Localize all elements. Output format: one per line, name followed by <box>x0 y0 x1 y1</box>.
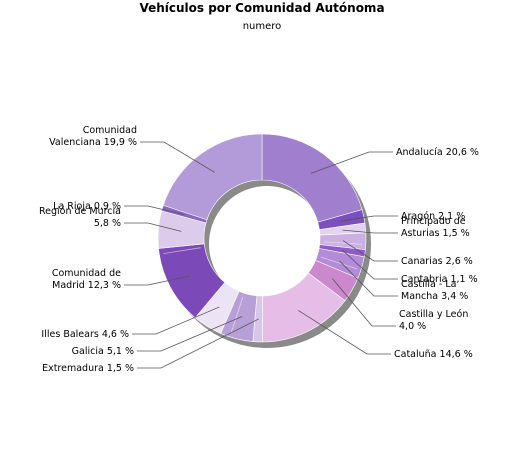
label-andalucia: Andalucía 20,6 % <box>396 147 479 158</box>
label-galicia: Galicia 5,1 % <box>72 346 134 357</box>
leader-line-comunidad-de-madrid <box>124 275 191 286</box>
slice-grid-stroke <box>323 241 362 245</box>
chart-subtitle: numero <box>243 21 282 32</box>
leader-line-andalucia <box>310 151 393 174</box>
slice-andalucia <box>261 133 363 223</box>
leader-line-galicia <box>137 316 243 352</box>
leader-line-cataluna <box>298 310 391 355</box>
leader-line-cantabria <box>341 249 398 280</box>
label-cataluna: Cataluña 14,6 % <box>394 349 473 360</box>
label-cantabria: Cantabria 1,1 % <box>401 274 478 285</box>
label-castilla-y-leon: Castilla y León 4,0 % <box>399 309 468 332</box>
leader-line-castilla-la-mancha <box>339 260 398 297</box>
leader-line-principado-de-asturias <box>342 229 398 234</box>
chart-title: Vehículos por Comunidad Autónoma <box>139 1 384 15</box>
leader-line-la-rioja <box>124 205 185 216</box>
slice-grid-stroke <box>163 247 201 255</box>
leader-lines <box>124 141 398 369</box>
leader-line-castilla-y-leon <box>331 278 396 327</box>
label-la-rioja: La Rioja 0,9 % <box>53 201 121 212</box>
donut-slices <box>157 133 367 343</box>
leader-line-extremadura <box>137 318 259 369</box>
slice-labels: Andalucía 20,6 % Aragón 2,1 %Principado d… <box>39 125 479 374</box>
label-region-de-murcia: Región de Murcia 5,8 % <box>39 206 121 229</box>
leader-line-region-de-murcia <box>124 222 182 232</box>
label-aragon: Aragón 2,1 % <box>401 211 465 222</box>
leader-line-comunidad-valenciana <box>140 141 215 173</box>
slice-comunidad-valenciana <box>162 133 263 221</box>
label-canarias: Canarias 2,6 % <box>401 256 473 267</box>
label-comunidad-valenciana: Comunidad Valenciana 19,9 % <box>49 125 137 148</box>
label-extremadura: Extremadura 1,5 % <box>42 363 134 374</box>
slice-grid-stroke <box>230 296 244 334</box>
leader-line-canarias <box>342 240 398 262</box>
label-principado-de-asturias: Principado de Asturias 1,5 % <box>401 216 470 239</box>
leader-line-illes-balears <box>132 306 220 335</box>
label-castilla-la-mancha: Castilla - La Mancha 3,4 % <box>401 279 468 302</box>
label-comunidad-de-madrid: Comunidad de Madrid 12,3 % <box>52 268 121 291</box>
leader-line-aragon <box>341 215 398 222</box>
slice-grid-stroke <box>320 256 358 270</box>
label-illes-balears: Illes Balears 4,6 % <box>41 329 129 340</box>
